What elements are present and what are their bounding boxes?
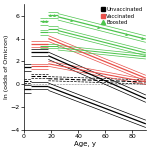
X-axis label: Age, y: Age, y: [74, 141, 96, 147]
Y-axis label: ln (odds of Omicron): ln (odds of Omicron): [4, 35, 9, 99]
Legend: Unvaccinated, Vaccinated, Boosted: Unvaccinated, Vaccinated, Boosted: [100, 7, 143, 26]
